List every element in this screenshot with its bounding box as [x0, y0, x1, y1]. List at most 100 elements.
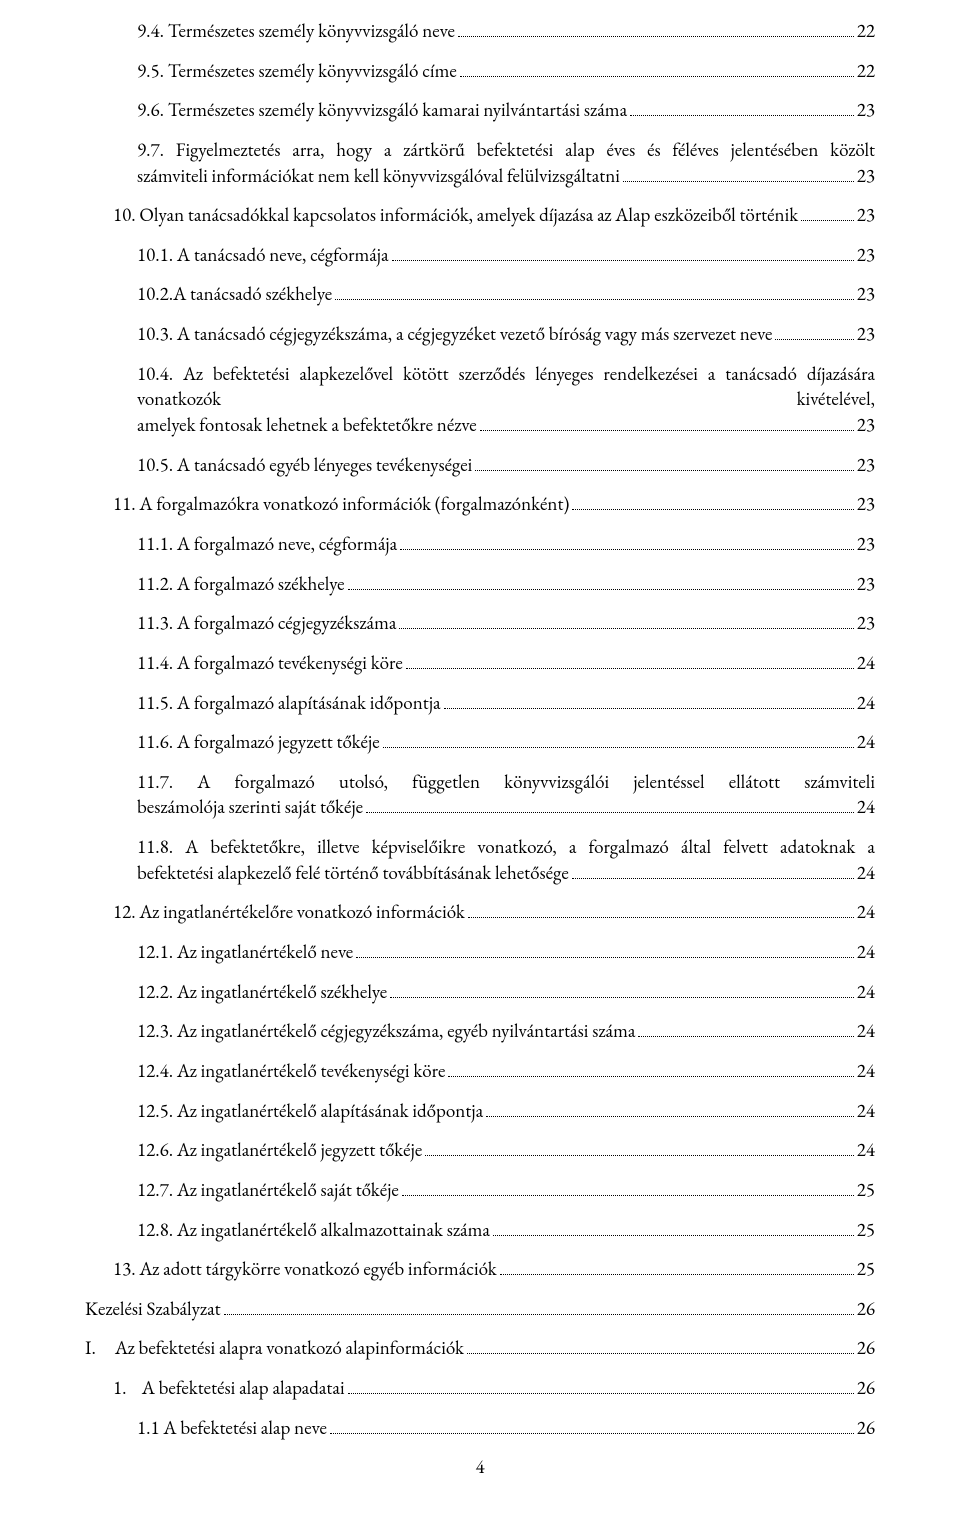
toc-entry: 11.7. A forgalmazó utolsó, független kön… — [85, 769, 875, 820]
toc-entry-label: 9.5. Természetes személy könyvvizsgáló c… — [137, 58, 457, 84]
toc-entry-label: 10.5. A tanácsadó egyéb lényeges tevéken… — [137, 452, 472, 478]
toc-leader — [500, 1257, 854, 1275]
toc-leader — [383, 730, 854, 748]
toc-leader — [475, 453, 853, 471]
toc-entry: 12.7. Az ingatlanértékelő saját tőkéje25 — [85, 1177, 875, 1203]
toc-entry: 11.6. A forgalmazó jegyzett tőkéje24 — [85, 729, 875, 755]
toc-leader — [467, 1336, 854, 1354]
toc-leader — [348, 1376, 854, 1394]
toc-entry: 11.1. A forgalmazó neve, cégformája 23 — [85, 531, 875, 557]
toc-entry-label: 11. A forgalmazókra vonatkozó információ… — [113, 491, 569, 517]
toc-entry-label: 12.3. Az ingatlanértékelő cégjegyzékszám… — [137, 1018, 635, 1044]
toc-entry-label-tail: beszámolója szerinti saját tőkéje — [137, 794, 363, 820]
toc-leader — [623, 163, 854, 181]
toc-entry-label: 11.1. A forgalmazó neve, cégformája — [137, 531, 397, 557]
toc-entry: 9.7. Figyelmeztetés arra, hogy a zártkör… — [85, 137, 875, 188]
toc-entry-page: 23 — [857, 242, 875, 268]
toc-entry-page: 24 — [857, 860, 875, 886]
toc-leader — [444, 690, 854, 708]
toc-leader — [458, 19, 854, 37]
toc-entry-label: I. Az befektetési alapra vonatkozó alapi… — [85, 1335, 464, 1361]
toc-entry-label: 11.3. A forgalmazó cégjegyzékszáma — [137, 610, 396, 636]
toc-entry-page: 24 — [857, 1098, 875, 1124]
toc-entry-label-tail: számviteli információkat nem kell könyvv… — [137, 163, 620, 189]
toc-leader — [392, 243, 854, 261]
toc-leader — [425, 1138, 854, 1156]
toc-leader — [480, 413, 854, 431]
toc-entry: 12.1. Az ingatlanértékelő neve 24 — [85, 939, 875, 965]
toc-entry-label: 10.1. A tanácsadó neve, cégformája — [137, 242, 389, 268]
toc-entry-page: 24 — [857, 899, 875, 925]
toc-leader — [638, 1019, 853, 1037]
toc-entry: 11. A forgalmazókra vonatkozó információ… — [85, 491, 875, 517]
toc-entry-label: 1.1 A befektetési alap neve — [137, 1415, 327, 1441]
toc-entry: 12.3. Az ingatlanértékelő cégjegyzékszám… — [85, 1018, 875, 1044]
toc-entry: 1. A befektetési alap alapadatai26 — [85, 1375, 875, 1401]
toc-entry: 11.8. A befektetőkre, illetve képviselői… — [85, 834, 875, 885]
toc-leader — [775, 322, 853, 340]
toc-entry: 12.8. Az ingatlanértékelő alkalmazottain… — [85, 1217, 875, 1243]
toc-entry-label: 12.1. Az ingatlanértékelő neve — [137, 939, 353, 965]
toc-leader — [402, 1178, 854, 1196]
toc-entry-page: 23 — [857, 202, 875, 228]
toc-entry: 10.1. A tanácsadó neve, cégformája 23 — [85, 242, 875, 268]
toc-entry-page: 23 — [857, 610, 875, 636]
toc-entry-label: 12.8. Az ingatlanértékelő alkalmazottain… — [137, 1217, 490, 1243]
toc-leader — [406, 651, 854, 669]
toc-entry-page: 23 — [857, 571, 875, 597]
toc-leader — [348, 572, 854, 590]
toc-entry-page: 23 — [857, 452, 875, 478]
toc-entry: 9.5. Természetes személy könyvvizsgáló c… — [85, 58, 875, 84]
toc-entry-label: 11.4. A forgalmazó tevékenységi köre — [137, 650, 403, 676]
toc-entry: 12.6. Az ingatlanértékelő jegyzett tőkéj… — [85, 1137, 875, 1163]
toc-entry: 13. Az adott tárgykörre vonatkozó egyéb … — [85, 1256, 875, 1282]
toc-entry-page: 26 — [857, 1296, 875, 1322]
toc-leader — [572, 492, 853, 510]
toc-leader — [400, 532, 854, 550]
toc-leader — [572, 861, 854, 879]
toc-entry: Kezelési Szabályzat 26 — [85, 1296, 875, 1322]
toc-entry-label: 11.8. A befektetőkre, illetve képviselői… — [137, 834, 875, 860]
toc-entry-label: 9.6. Természetes személy könyvvizsgáló k… — [137, 97, 627, 123]
toc-list: 9.4. Természetes személy könyvvizsgáló n… — [85, 18, 875, 1440]
toc-entry: 11.2. A forgalmazó székhelye 23 — [85, 571, 875, 597]
toc-entry-page: 23 — [857, 531, 875, 557]
toc-entry: 10.2.A tanácsadó székhelye23 — [85, 281, 875, 307]
toc-leader — [224, 1297, 854, 1315]
toc-leader — [460, 59, 854, 77]
toc-entry-page: 25 — [857, 1217, 875, 1243]
toc-entry-page: 23 — [857, 163, 875, 189]
toc-page: 9.4. Természetes személy könyvvizsgáló n… — [0, 0, 960, 1520]
toc-entry-label-tail: befektetési alapkezelő felé történő tová… — [137, 860, 569, 886]
toc-entry-label: 13. Az adott tárgykörre vonatkozó egyéb … — [113, 1256, 497, 1282]
toc-entry-label: 12.6. Az ingatlanértékelő jegyzett tőkéj… — [137, 1137, 422, 1163]
toc-leader — [366, 795, 854, 813]
toc-leader — [486, 1098, 854, 1116]
toc-entry-page: 23 — [857, 412, 875, 438]
toc-entry-label: Kezelési Szabályzat — [85, 1296, 221, 1322]
toc-entry-page: 23 — [857, 97, 875, 123]
toc-entry-label: 12.4. Az ingatlanértékelő tevékenységi k… — [137, 1058, 445, 1084]
toc-entry-label: 1. A befektetési alap alapadatai — [113, 1375, 345, 1401]
toc-entry-page: 24 — [857, 1058, 875, 1084]
toc-entry-label-tail: amelyek fontosak lehetnek a befektetőkre… — [137, 412, 477, 438]
toc-leader — [630, 98, 854, 116]
toc-entry-label: 12.2. Az ingatlanértékelő székhelye — [137, 979, 387, 1005]
toc-leader — [801, 203, 854, 221]
toc-leader — [330, 1416, 854, 1434]
toc-entry: 10.5. A tanácsadó egyéb lényeges tevéken… — [85, 452, 875, 478]
toc-entry: 12.2. Az ingatlanértékelő székhelye24 — [85, 979, 875, 1005]
toc-entry-page: 23 — [857, 321, 875, 347]
toc-entry-label: 12. Az ingatlanértékelőre vonatkozó info… — [113, 899, 465, 925]
toc-entry: 11.3. A forgalmazó cégjegyzékszáma 23 — [85, 610, 875, 636]
toc-leader — [399, 611, 853, 629]
toc-entry-label: 11.2. A forgalmazó székhelye — [137, 571, 345, 597]
toc-entry-page: 22 — [857, 18, 875, 44]
toc-entry-page: 24 — [857, 939, 875, 965]
toc-entry: 9.4. Természetes személy könyvvizsgáló n… — [85, 18, 875, 44]
toc-entry-label: 10. Olyan tanácsadókkal kapcsolatos info… — [113, 202, 798, 228]
toc-entry: 10.4. Az befektetési alapkezelővel kötöt… — [85, 361, 875, 438]
toc-entry-page: 26 — [857, 1415, 875, 1441]
toc-entry: 1.1 A befektetési alap neve 26 — [85, 1415, 875, 1441]
toc-entry-page: 26 — [857, 1335, 875, 1361]
